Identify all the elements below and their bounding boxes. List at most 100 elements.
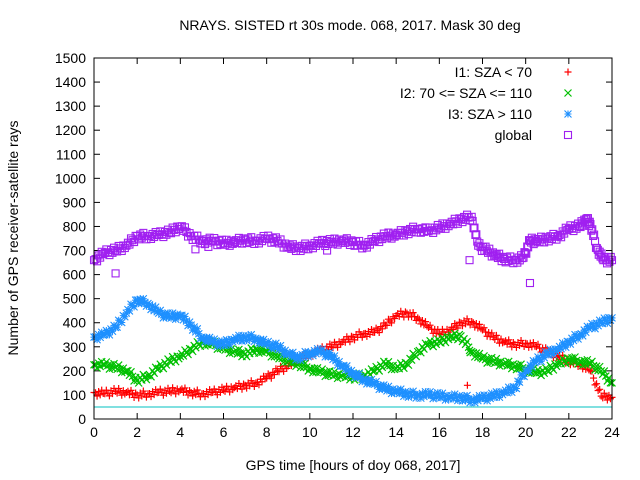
data-point xyxy=(150,306,159,315)
data-point xyxy=(433,388,442,397)
data-point xyxy=(133,295,142,304)
data-point xyxy=(464,395,473,403)
data-point xyxy=(388,319,396,327)
data-point xyxy=(399,364,408,373)
data-point xyxy=(193,324,202,333)
data-point xyxy=(134,299,143,308)
data-point xyxy=(270,352,279,361)
data-point xyxy=(420,321,428,329)
data-point xyxy=(393,386,402,394)
data-point xyxy=(216,341,225,350)
data-point xyxy=(261,375,269,383)
series-1 xyxy=(90,307,616,404)
data-point xyxy=(480,324,488,332)
data-point xyxy=(387,365,396,374)
data-point xyxy=(603,396,611,404)
data-point xyxy=(262,340,271,349)
data-point xyxy=(330,352,339,360)
data-point xyxy=(177,311,186,320)
y-tick-label: 1500 xyxy=(55,50,86,66)
data-point xyxy=(411,313,419,321)
data-point xyxy=(503,340,511,348)
data-point xyxy=(447,391,456,400)
legend-label: I2: 70 <= SZA <= 110 xyxy=(400,85,532,101)
data-point xyxy=(586,323,595,332)
data-point xyxy=(235,331,243,340)
y-tick-label: 900 xyxy=(63,194,87,210)
data-point xyxy=(273,367,281,375)
data-point xyxy=(117,368,126,377)
data-point xyxy=(157,310,166,319)
data-point xyxy=(488,329,496,337)
data-point xyxy=(333,361,342,370)
x-tick-label: 14 xyxy=(388,424,404,440)
y-tick-label: 1200 xyxy=(55,122,86,138)
data-point xyxy=(430,390,439,398)
data-point xyxy=(238,337,246,345)
legend-marker xyxy=(564,89,572,97)
outlier-point xyxy=(463,381,471,389)
data-point xyxy=(387,389,396,398)
data-point xyxy=(403,389,411,398)
data-point xyxy=(470,398,479,407)
data-point xyxy=(185,318,194,327)
data-point xyxy=(589,231,598,241)
data-layer xyxy=(89,210,617,407)
data-point xyxy=(521,248,530,257)
data-point xyxy=(432,393,441,402)
data-point xyxy=(187,389,195,397)
data-point xyxy=(468,318,476,326)
data-point xyxy=(290,352,299,360)
data-point xyxy=(167,314,175,323)
data-point xyxy=(236,334,245,343)
data-point xyxy=(520,372,529,381)
y-tick-label: 1000 xyxy=(55,170,86,186)
data-point xyxy=(122,309,131,317)
data-point xyxy=(561,343,570,352)
data-point xyxy=(472,320,480,328)
x-tick-label: 10 xyxy=(302,424,318,440)
data-point xyxy=(225,349,234,358)
data-point xyxy=(139,387,147,395)
x-axis-title: GPS time [hours of doy 068, 2017] xyxy=(246,457,461,473)
data-point xyxy=(532,357,541,366)
data-point xyxy=(190,387,198,395)
outlier-point xyxy=(191,245,200,254)
data-point xyxy=(391,314,399,322)
data-point xyxy=(423,322,431,330)
data-point xyxy=(421,318,429,326)
data-point xyxy=(407,356,416,365)
data-point xyxy=(335,357,344,366)
data-point xyxy=(367,375,376,384)
data-point xyxy=(418,316,426,324)
data-point xyxy=(327,343,335,351)
data-point xyxy=(270,343,279,352)
data-point xyxy=(211,338,220,347)
data-point xyxy=(156,385,164,393)
data-point xyxy=(398,388,407,397)
data-point xyxy=(606,378,615,387)
data-point xyxy=(130,302,138,311)
x-tick-label: 22 xyxy=(561,424,577,440)
data-point xyxy=(93,392,101,400)
y-tick-label: 600 xyxy=(63,267,87,283)
data-point xyxy=(449,395,458,403)
data-point xyxy=(375,328,383,336)
data-point xyxy=(591,381,599,389)
data-point xyxy=(209,389,217,397)
data-point xyxy=(469,319,477,327)
data-point xyxy=(279,358,288,367)
data-point xyxy=(122,366,131,375)
data-point xyxy=(118,391,126,399)
data-point xyxy=(529,339,537,347)
data-point xyxy=(178,385,186,393)
data-point xyxy=(241,333,249,342)
data-point xyxy=(458,396,467,405)
data-point xyxy=(543,366,552,375)
x-tick-label: 24 xyxy=(604,424,620,440)
outlier-point xyxy=(525,278,535,288)
data-point xyxy=(233,336,242,345)
data-point xyxy=(302,350,311,359)
data-point xyxy=(258,378,266,386)
